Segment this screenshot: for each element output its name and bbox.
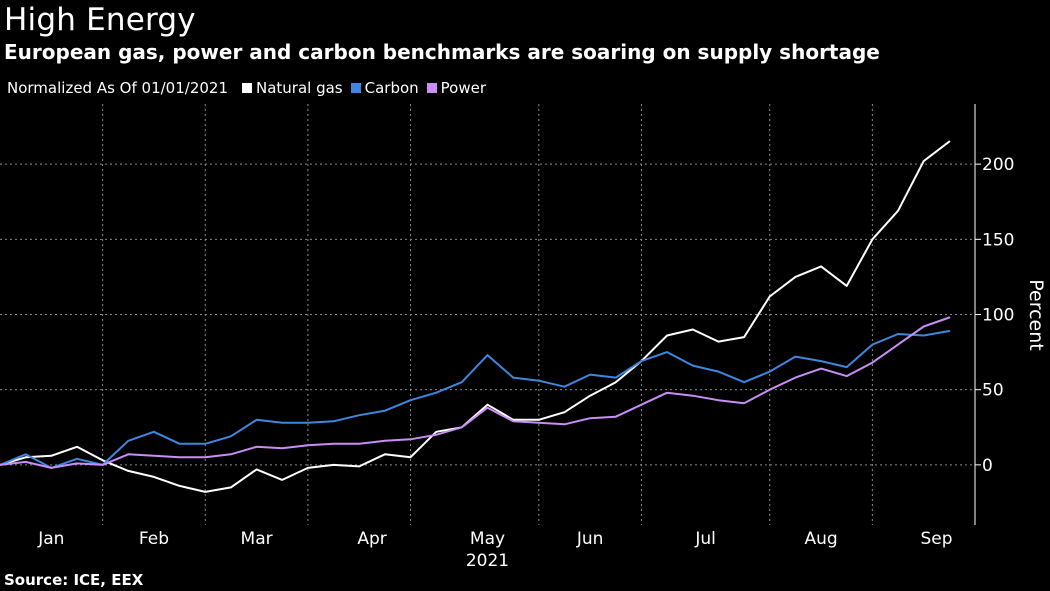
- y-tick-label: 50: [982, 381, 1004, 401]
- x-tick-label: Aug: [804, 529, 837, 549]
- x-tick-label: May: [470, 529, 505, 549]
- legend: Normalized As Of 01/01/2021 Natural gas …: [7, 79, 494, 97]
- legend-label-carbon: Carbon: [364, 79, 419, 97]
- x-tick-label: Jul: [694, 529, 716, 549]
- axis-layer: Percent 0 50 100 150 200 Jan Feb Mar Apr May Jun Ju…: [37, 104, 1047, 571]
- x-tick-label: Jun: [576, 529, 604, 549]
- source-note: Source: ICE, EEX: [4, 571, 144, 589]
- y-axis-title: Percent: [1025, 279, 1047, 351]
- x-tick-label: Sep: [920, 529, 952, 549]
- legend-label-power: Power: [440, 79, 487, 97]
- x-tick-label: Feb: [139, 529, 169, 549]
- legend-swatch-power: [426, 83, 437, 93]
- chart-title: High Energy: [4, 2, 196, 38]
- legend-entry-natural-gas: Natural gas: [242, 79, 343, 97]
- y-tick-label: 150: [982, 230, 1014, 250]
- chart-subtitle: European gas, power and carbon benchmark…: [4, 40, 880, 64]
- series-line-carbon: [0, 330, 951, 469]
- legend-label-natural-gas: Natural gas: [256, 79, 343, 97]
- x-year-label: 2021: [466, 551, 509, 571]
- x-tick-label: Apr: [357, 529, 386, 549]
- y-tick-label: 200: [982, 155, 1014, 175]
- y-tick-label: 0: [982, 456, 993, 476]
- series-line-natural-gas: [0, 140, 951, 493]
- series-layer: [0, 140, 951, 493]
- series-line-power: [0, 316, 951, 469]
- legend-swatch-natural-gas: [242, 83, 252, 93]
- y-tick-label: 100: [982, 306, 1014, 326]
- grid-layer: [0, 104, 975, 525]
- legend-swatch-carbon: [350, 83, 361, 93]
- legend-note: Normalized As Of 01/01/2021: [7, 79, 228, 97]
- legend-entry-power: Power: [426, 79, 487, 97]
- x-tick-label: Mar: [241, 529, 273, 549]
- legend-entry-carbon: Carbon: [350, 79, 419, 97]
- x-tick-label: Jan: [37, 529, 64, 549]
